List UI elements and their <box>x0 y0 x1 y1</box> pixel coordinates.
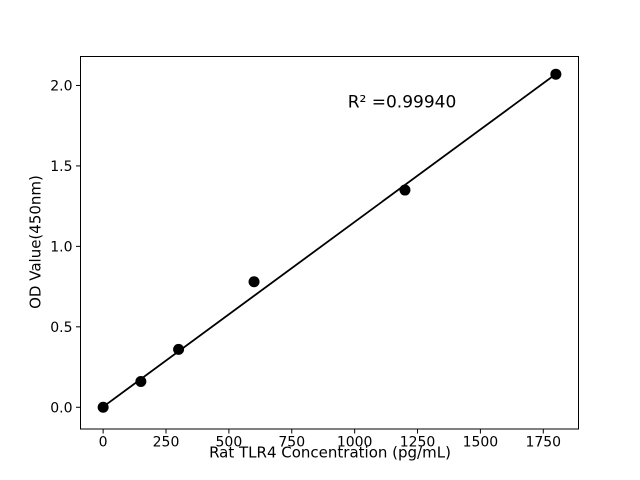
x-tick-label: 1500 <box>463 435 499 451</box>
data-points <box>97 68 562 413</box>
x-tick-label: 1000 <box>337 435 373 451</box>
y-axis-label: OD Value(450nm) <box>26 175 45 309</box>
y-tick-label: 2.0 <box>50 78 72 94</box>
y-tick-label: 0.0 <box>50 400 72 416</box>
data-point <box>550 68 562 80</box>
y-axis: 0.0 0.5 1.0 1.5 2.0 <box>50 78 81 416</box>
x-tick-label: 1250 <box>400 435 436 451</box>
x-axis: 0 250 500 750 1000 1250 1500 1750 <box>99 429 561 451</box>
data-point <box>173 343 185 355</box>
y-tick-label: 0.5 <box>50 320 72 336</box>
y-tick-label: 1.0 <box>50 239 72 255</box>
x-tick-label: 250 <box>153 435 180 451</box>
plot-border <box>80 56 579 430</box>
x-axis-label: Rat TLR4 Concentration (pg/mL) <box>209 443 451 462</box>
data-point <box>248 276 260 288</box>
data-point <box>399 184 411 196</box>
x-tick-label: 0 <box>99 435 108 451</box>
x-tick-label: 500 <box>216 435 243 451</box>
x-tick-label: 750 <box>278 435 305 451</box>
x-tick-label: 1750 <box>525 435 561 451</box>
fit-line <box>102 73 557 408</box>
y-tick-label: 1.5 <box>50 159 72 175</box>
r-squared-annotation: R² =0.99940 <box>347 92 457 113</box>
data-point <box>135 376 147 388</box>
data-point <box>97 401 109 413</box>
